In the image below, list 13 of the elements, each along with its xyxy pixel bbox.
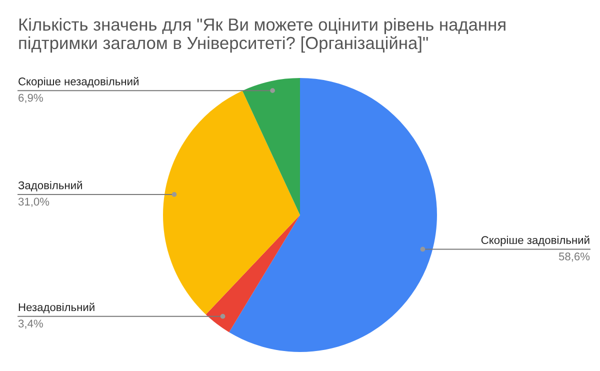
slice-label: Незадовільний bbox=[18, 302, 94, 314]
data-label: 31,0% bbox=[18, 198, 50, 207]
data-label: 6,9% bbox=[18, 94, 43, 104]
chart-title: Кількість значень для "Як Ви можете оцінити рівень надання підтримки загалом в Університеті? [Організаційна]" bbox=[19, 18, 506, 53]
slice-label: Скоріше задовільний bbox=[481, 236, 590, 246]
pie-slice bbox=[206, 215, 300, 332]
slice-label: Задовільний bbox=[18, 180, 82, 192]
data-label: 58,6% bbox=[558, 252, 590, 262]
data-label: 3,4% bbox=[18, 320, 43, 329]
slice-label: Скоріше незадовільний bbox=[18, 77, 138, 88]
pie-slice bbox=[242, 78, 300, 215]
pie-slice bbox=[229, 78, 437, 352]
pie-slice bbox=[163, 90, 300, 314]
